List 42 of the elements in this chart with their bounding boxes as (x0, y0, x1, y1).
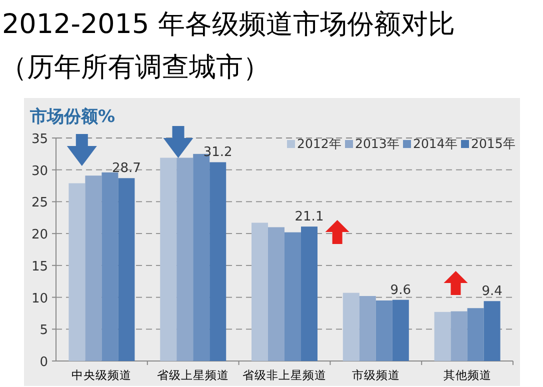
bar (118, 178, 135, 361)
data-label: 9.6 (390, 282, 411, 298)
legend-label: 2013年 (355, 136, 400, 151)
y-tick-label: 35 (31, 132, 48, 147)
x-tick-label: 市级频道 (352, 368, 400, 382)
y-tick-label: 30 (31, 164, 48, 179)
x-tick-label: 中央级频道 (72, 368, 132, 382)
y-tick-label: 20 (31, 228, 48, 243)
x-tick-label: 其他频道 (443, 368, 492, 382)
data-label: 21.1 (294, 210, 324, 225)
legend-label: 2012年 (297, 136, 342, 151)
bar (484, 301, 500, 361)
bar (301, 226, 318, 361)
y-tick-label: 10 (31, 291, 48, 306)
y-axis-title: 市场份额% (29, 107, 116, 127)
data-label: 28.7 (112, 161, 141, 176)
x-tick-label: 省级非上星频道 (242, 368, 326, 382)
x-tick-label: 省级上星频道 (157, 368, 230, 382)
bar (284, 232, 301, 361)
data-label: 9.4 (482, 284, 502, 300)
bar (102, 172, 118, 361)
bar (85, 176, 102, 361)
bar (392, 300, 409, 361)
y-tick-label: 5 (40, 323, 48, 338)
chart-subtitle: （历年所有调查城市） (0, 52, 270, 83)
bar (467, 308, 484, 361)
y-tick-label: 25 (31, 196, 48, 211)
bar (342, 292, 360, 361)
legend-label: 2014年 (413, 136, 458, 151)
y-tick-label: 15 (31, 259, 48, 274)
bar (359, 296, 376, 361)
bar (252, 222, 268, 361)
legend-label: 2015年 (471, 136, 516, 151)
chart-title: 2012-2015 年各级频道市场份额对比 (2, 9, 455, 40)
data-label: 31.2 (203, 145, 232, 160)
bar (434, 312, 451, 361)
bar (210, 162, 226, 361)
bar (68, 183, 86, 361)
bar (268, 227, 284, 361)
y-tick-label: 0 (40, 355, 48, 370)
bar (376, 300, 392, 361)
bar (450, 311, 468, 361)
